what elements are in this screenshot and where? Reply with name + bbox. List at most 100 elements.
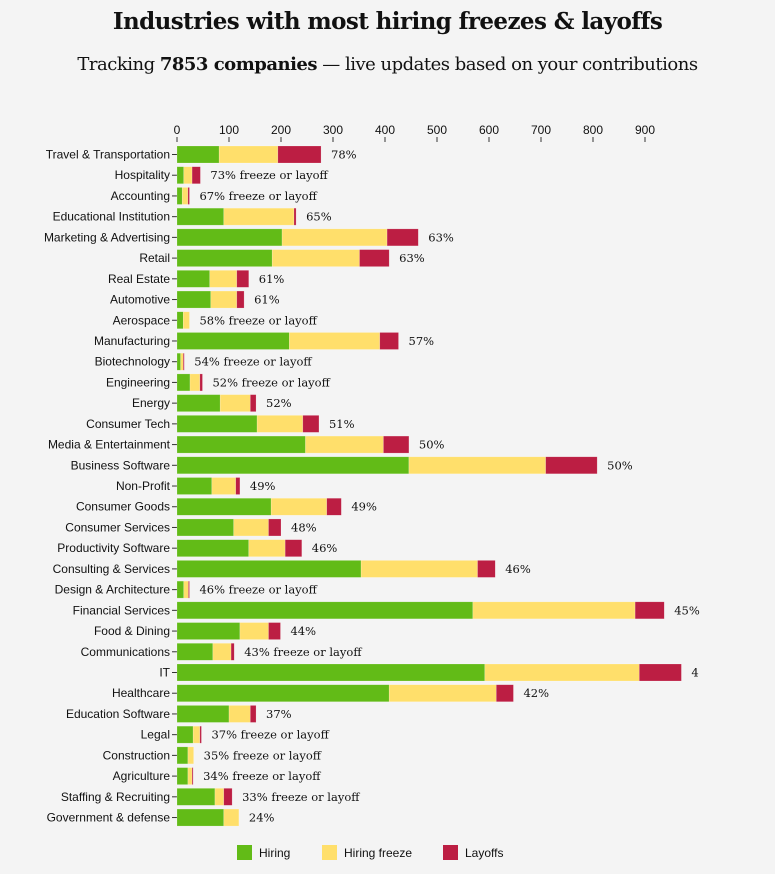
bar-segment-hiring[interactable] xyxy=(176,207,225,226)
bar-segment-freeze[interactable] xyxy=(182,311,190,330)
bar-segment-layoffs[interactable] xyxy=(383,435,410,454)
bar-segment-freeze[interactable] xyxy=(181,187,189,205)
bar-segment-freeze[interactable] xyxy=(484,663,640,682)
bar-segment-layoffs[interactable] xyxy=(326,497,342,516)
bar-segment-hiring[interactable] xyxy=(176,560,362,578)
bar-segment-layoffs[interactable] xyxy=(235,477,241,495)
bar-segment-layoffs[interactable] xyxy=(639,663,682,682)
bar-segment-freeze[interactable] xyxy=(187,746,194,765)
bar-segment-freeze[interactable] xyxy=(248,539,286,557)
bar-segment-hiring[interactable] xyxy=(176,580,185,599)
bar-segment-layoffs[interactable] xyxy=(268,518,282,537)
bar-segment-hiring[interactable] xyxy=(176,788,216,806)
bar-segment-freeze[interactable] xyxy=(239,622,269,640)
bar-segment-hiring[interactable] xyxy=(176,270,211,288)
bar-segment-freeze[interactable] xyxy=(218,145,279,164)
bar-segment-freeze[interactable] xyxy=(209,270,238,288)
category-label: Legal xyxy=(141,728,170,742)
bar-segment-freeze[interactable] xyxy=(210,290,238,309)
bar-segment-hiring[interactable] xyxy=(176,187,183,205)
bar-segment-freeze[interactable] xyxy=(189,373,201,392)
bar-segment-hiring[interactable] xyxy=(176,352,181,371)
bar-segment-layoffs[interactable] xyxy=(187,187,190,205)
bar-segment-freeze[interactable] xyxy=(223,207,295,226)
chart-title: Industries with most hiring freezes & la… xyxy=(112,8,663,35)
bar-segment-freeze[interactable] xyxy=(256,415,304,433)
bar-segment-freeze[interactable] xyxy=(183,580,189,599)
bar-segment-hiring[interactable] xyxy=(176,725,194,744)
bar-segment-hiring[interactable] xyxy=(176,808,225,827)
y-axis: Travel & Transportation Hospitality Accoun… xyxy=(44,148,177,825)
bar-segment-hiring[interactable] xyxy=(176,311,184,330)
bar-segment-freeze[interactable] xyxy=(289,332,381,350)
bar-segment-layoffs[interactable] xyxy=(230,643,235,661)
category-label: Consulting & Services xyxy=(53,562,170,576)
bar-segment-layoffs[interactable] xyxy=(199,373,203,392)
bar-segment-hiring[interactable] xyxy=(176,145,220,164)
bar-segment-hiring[interactable] xyxy=(176,518,234,537)
bar-segment-layoffs[interactable] xyxy=(379,332,399,350)
bar-segment-freeze[interactable] xyxy=(271,249,360,267)
bar-segment-hiring[interactable] xyxy=(176,497,272,516)
bar-segment-layoffs[interactable] xyxy=(191,166,201,184)
bar-segment-layoffs[interactable] xyxy=(188,580,190,599)
bar-segment-hiring[interactable] xyxy=(176,601,474,620)
bar-segment-layoffs[interactable] xyxy=(191,767,194,785)
bar-segment-layoffs[interactable] xyxy=(236,270,250,288)
bar-segment-freeze[interactable] xyxy=(212,643,232,661)
bar-segment-hiring[interactable] xyxy=(176,663,486,682)
bar-segment-layoffs[interactable] xyxy=(359,249,390,267)
bar-segment-freeze[interactable] xyxy=(408,456,546,475)
bar-segment-layoffs[interactable] xyxy=(223,788,233,806)
bar-segment-hiring[interactable] xyxy=(176,332,290,350)
bar-segment-layoffs[interactable] xyxy=(277,145,322,164)
bar-segment-layoffs[interactable] xyxy=(293,207,297,226)
bar-segment-hiring[interactable] xyxy=(176,290,212,309)
bar-segment-layoffs[interactable] xyxy=(477,560,496,578)
bar-segment-layoffs[interactable] xyxy=(268,622,281,640)
bar-segment-freeze[interactable] xyxy=(219,394,251,412)
bar-segment-hiring[interactable] xyxy=(176,166,185,184)
bar-segment-hiring[interactable] xyxy=(176,622,241,640)
bar-segment-freeze[interactable] xyxy=(223,808,240,827)
bar-segment-hiring[interactable] xyxy=(176,373,191,392)
bar-segment-layoffs[interactable] xyxy=(250,394,257,412)
bar-segment-hiring[interactable] xyxy=(176,477,213,495)
bar-segment-layoffs[interactable] xyxy=(182,352,185,371)
bar-segment-layoffs[interactable] xyxy=(236,290,245,309)
bar-segment-freeze[interactable] xyxy=(360,560,478,578)
bar-segment-freeze[interactable] xyxy=(180,352,184,371)
bar-segment-freeze[interactable] xyxy=(228,705,251,723)
bar-segment-freeze[interactable] xyxy=(211,477,237,495)
bar-segment-layoffs[interactable] xyxy=(250,705,257,723)
bar-segment-hiring[interactable] xyxy=(176,394,221,412)
bar-segment-freeze[interactable] xyxy=(472,601,636,620)
bar-segment-freeze[interactable] xyxy=(270,497,328,516)
bar-segment-freeze[interactable] xyxy=(214,788,225,806)
bar-segment-layoffs[interactable] xyxy=(284,539,303,557)
bar-segment-layoffs[interactable] xyxy=(386,228,419,247)
bar-segment-hiring[interactable] xyxy=(176,249,273,267)
bar-segment-hiring[interactable] xyxy=(176,415,258,433)
bar-segment-layoffs[interactable] xyxy=(496,684,514,702)
bar-segment-hiring[interactable] xyxy=(176,539,250,557)
bar-segment-layoffs[interactable] xyxy=(199,725,202,744)
bar-segment-hiring[interactable] xyxy=(176,228,283,247)
bar-segment-layoffs[interactable] xyxy=(302,415,320,433)
bar-segment-freeze[interactable] xyxy=(281,228,388,247)
bar-segment-hiring[interactable] xyxy=(176,684,390,702)
bar-segment-freeze[interactable] xyxy=(305,435,384,454)
bar-segment-hiring[interactable] xyxy=(176,705,230,723)
bar-segment-hiring[interactable] xyxy=(176,746,189,765)
bar-segment-freeze[interactable] xyxy=(187,767,193,785)
bar-segment-freeze[interactable] xyxy=(388,684,497,702)
bar-segment-hiring[interactable] xyxy=(176,767,189,785)
bar-segment-hiring[interactable] xyxy=(176,456,410,475)
bar-segment-layoffs[interactable] xyxy=(634,601,665,620)
bar-segment-hiring[interactable] xyxy=(176,643,214,661)
bar-segment-freeze[interactable] xyxy=(233,518,269,537)
bar-segment-hiring[interactable] xyxy=(176,435,306,454)
bar-segment-freeze[interactable] xyxy=(192,725,201,744)
bar-segment-layoffs[interactable] xyxy=(545,456,598,475)
bar-segment-freeze[interactable] xyxy=(183,166,193,184)
